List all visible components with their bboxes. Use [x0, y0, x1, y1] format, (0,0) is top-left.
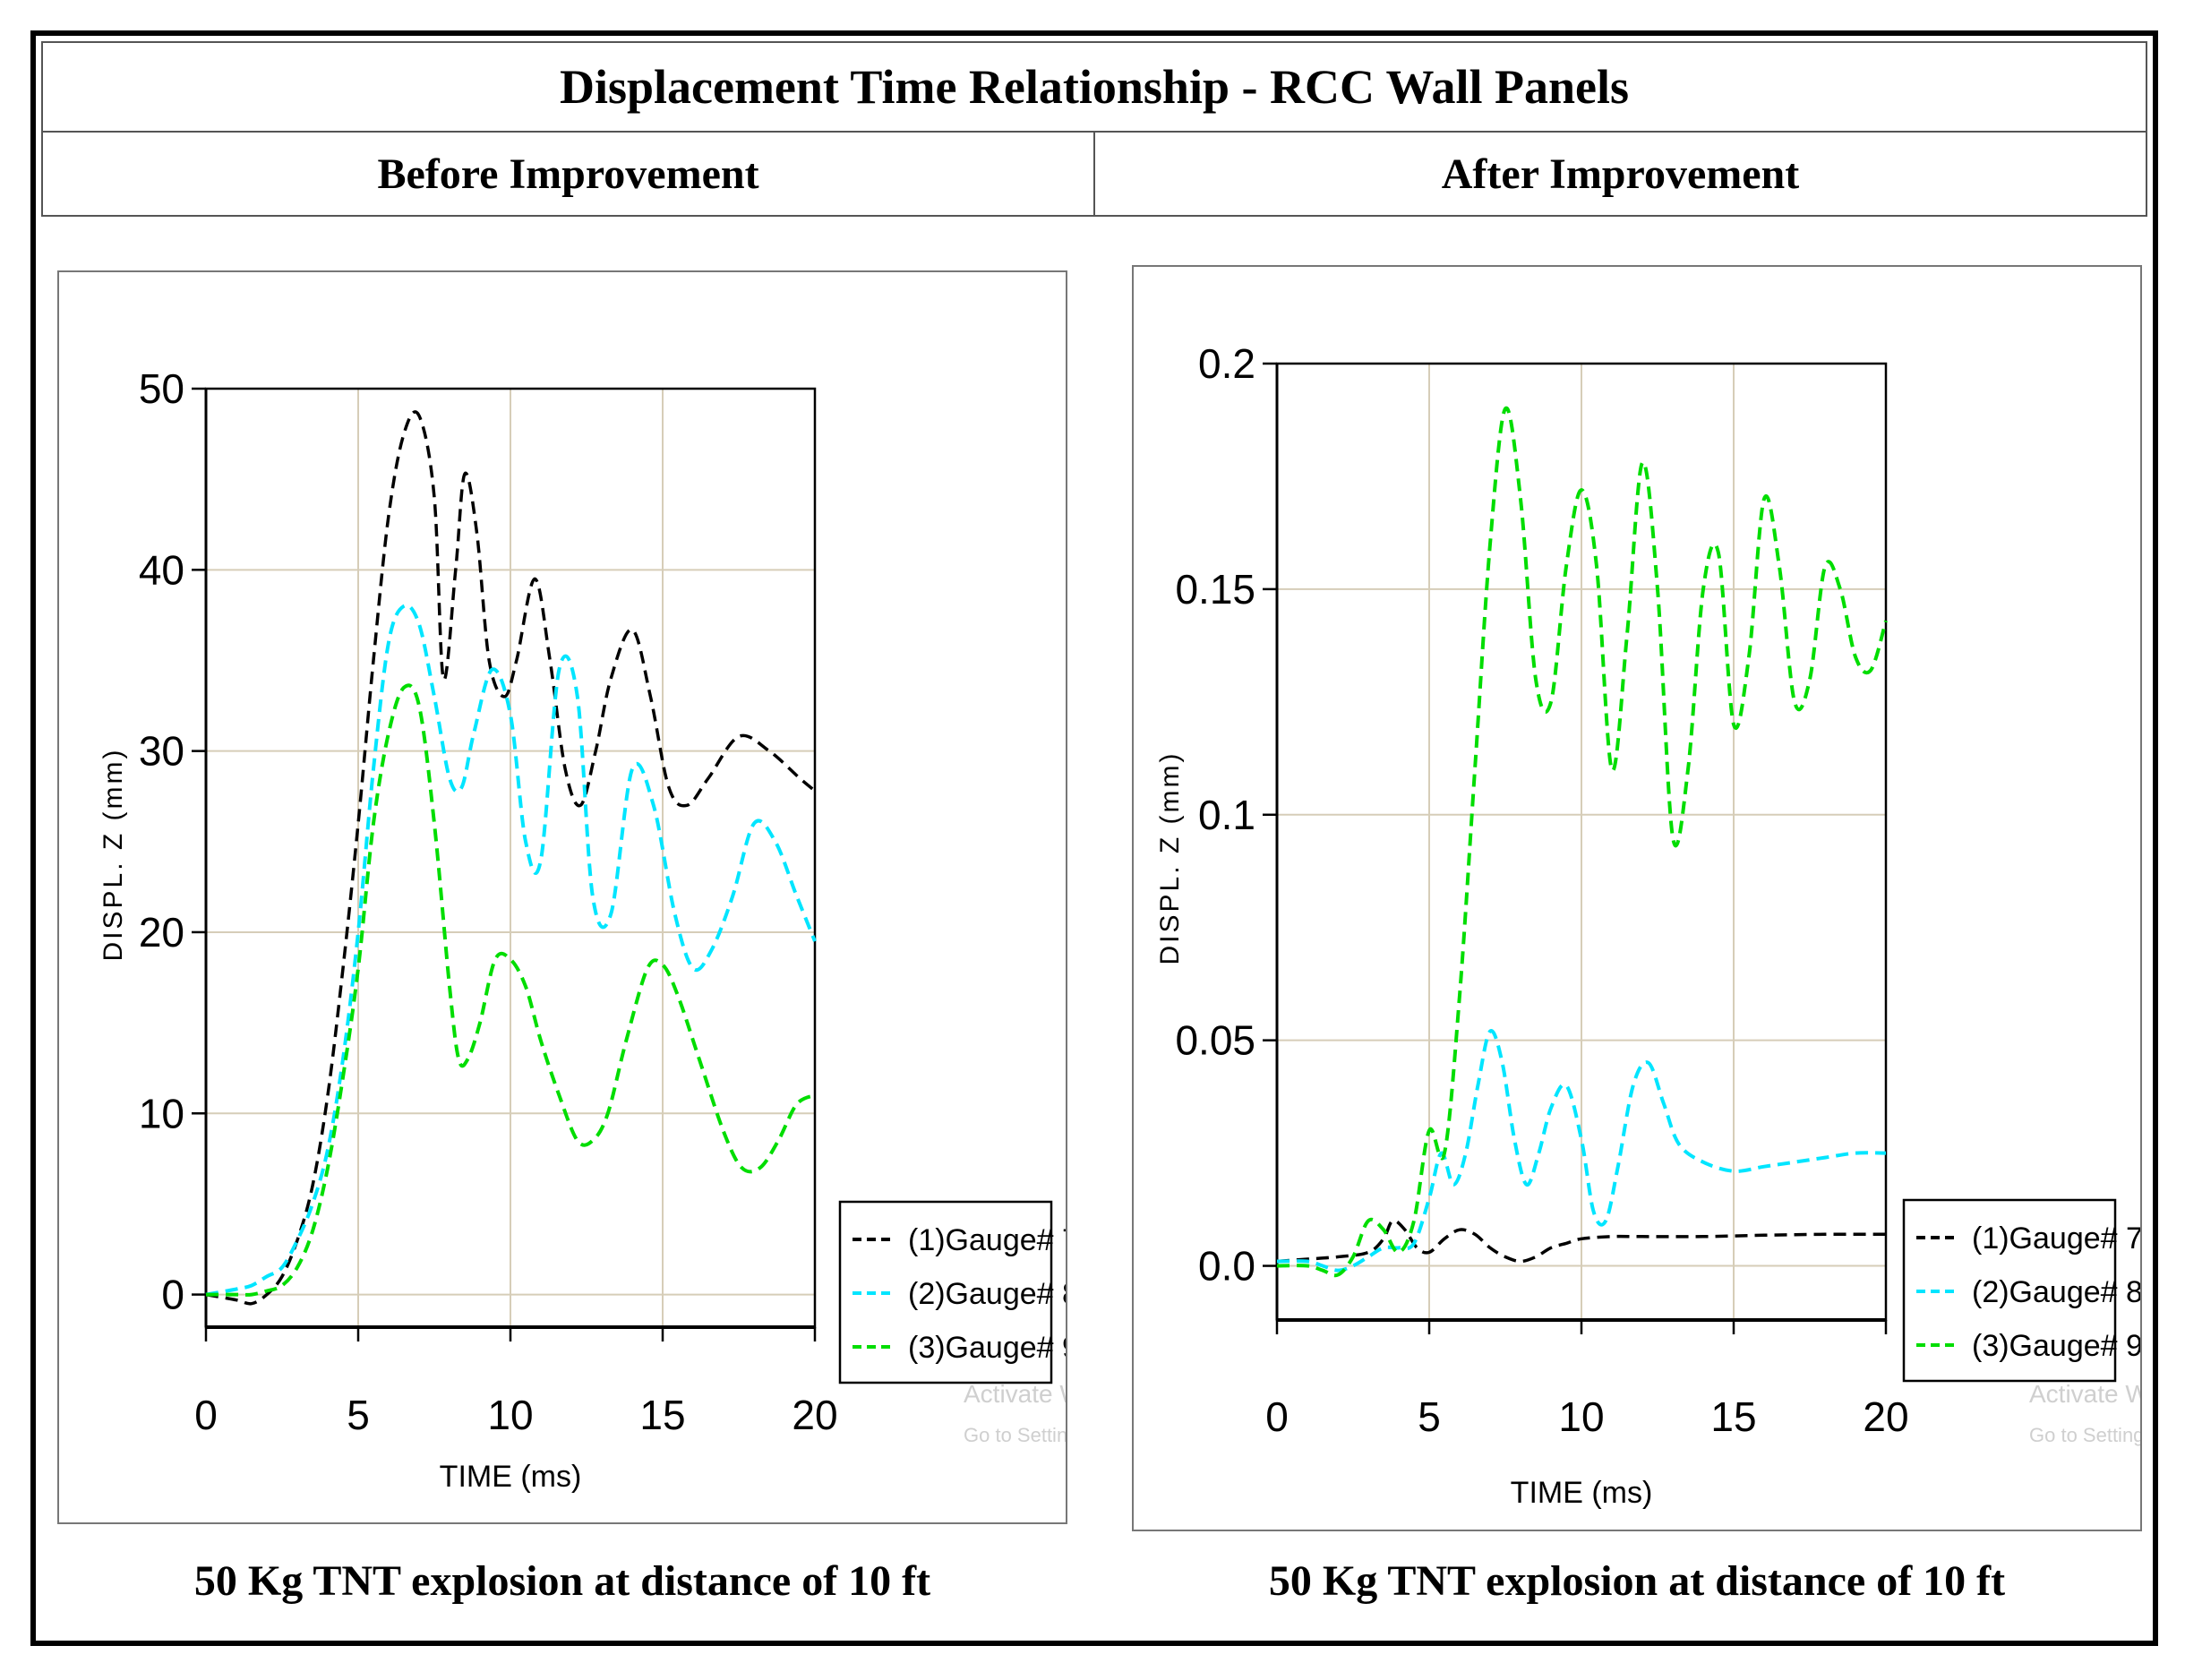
subtitle-row: Before Improvement After Improvement — [43, 133, 2146, 215]
y-tick-label: 40 — [139, 546, 184, 593]
legend-label: (3)Gauge# 9 — [908, 1331, 1066, 1365]
x-tick-label: 10 — [1558, 1393, 1604, 1440]
watermark-subtext: Go to Settings to — [964, 1424, 1066, 1446]
x-tick-label: 10 — [487, 1392, 533, 1438]
y-tick-label: 20 — [139, 909, 184, 956]
legend-label: (2)Gauge# 8 — [1972, 1275, 2140, 1309]
x-axis-label: TIME (ms) — [440, 1460, 582, 1494]
main-title: Displacement Time Relationship - RCC Wal… — [559, 60, 1630, 114]
before-caption: 50 Kg TNT explosion at distance of 10 ft — [193, 1557, 931, 1605]
header-table: Displacement Time Relationship - RCC Wal… — [41, 41, 2147, 217]
y-tick-label: 0.2 — [1198, 340, 1255, 387]
series-line--1-gauge-7 — [1276, 1219, 1887, 1264]
y-axis-label: DISPL. Z (mm) — [1155, 751, 1185, 965]
x-tick-label: 15 — [1710, 1393, 1756, 1440]
after-improvement-heading: After Improvement — [1441, 150, 1800, 198]
x-tick-label: 0 — [1265, 1393, 1289, 1440]
x-tick-label: 0 — [194, 1392, 218, 1438]
watermark-subtext: Go to Settings to — [2029, 1424, 2140, 1446]
y-tick-label: 0 — [161, 1272, 184, 1318]
watermark-text: Activate Win — [2029, 1380, 2140, 1408]
before-chart: 0 5 10 15 20 0 10 20 30 40 50 TIME (ms) DISPL. Z (mm… — [99, 365, 1110, 1494]
x-tick-label: 5 — [347, 1392, 370, 1438]
after-chart-panel: 0 5 10 15 20 0.0 0.05 0.1 0.15 0.2 TIME (ms) DISPL.… — [1132, 265, 2176, 1531]
x-tick-label: 5 — [1418, 1393, 1441, 1440]
y-tick-label: 50 — [139, 365, 184, 412]
y-tick-label: 0.15 — [1175, 566, 1255, 613]
y-tick-label: 0.0 — [1198, 1243, 1255, 1290]
x-tick-label: 15 — [639, 1392, 685, 1438]
legend-label: (3)Gauge# 9 — [1972, 1329, 2140, 1363]
before-chart-panel: 0 5 10 15 20 0 10 20 30 40 50 TIME (ms) DISPL. Z (mm… — [57, 270, 1110, 1524]
before-improvement-heading: Before Improvement — [43, 133, 1095, 215]
y-tick-label: 0.1 — [1198, 792, 1255, 838]
series-line--3-gauge-9 — [206, 683, 816, 1297]
series-line--2-gauge-8 — [205, 604, 817, 1297]
legend-label: (2)Gauge# 8 — [908, 1277, 1066, 1311]
legend-label: (1)Gauge# 7 — [1972, 1221, 2140, 1256]
watermark-text: Activate Win — [964, 1380, 1066, 1408]
title-row: Displacement Time Relationship - RCC Wal… — [43, 43, 2146, 133]
x-axis-label: TIME (ms) — [1511, 1476, 1653, 1510]
y-axis-label: DISPL. Z (mm) — [99, 748, 128, 962]
x-tick-label: 20 — [1863, 1393, 1908, 1440]
after-chart: 0 5 10 15 20 0.0 0.05 0.1 0.15 0.2 TIME (ms) DISPL.… — [1155, 340, 2176, 1510]
after-caption: 50 Kg TNT explosion at distance of 10 ft — [1268, 1557, 2006, 1605]
series-line--1-gauge-7 — [205, 410, 817, 1306]
y-tick-label: 0.05 — [1175, 1017, 1255, 1064]
y-tick-label: 30 — [139, 728, 184, 775]
legend-label: (1)Gauge# 7 — [908, 1223, 1066, 1257]
y-tick-label: 10 — [139, 1090, 184, 1136]
x-tick-label: 20 — [792, 1392, 837, 1438]
series-line--3-gauge-9 — [1276, 406, 1888, 1278]
figure-frame: Displacement Time Relationship - RCC Wal… — [30, 30, 2176, 1646]
series-line--2-gauge-8 — [1276, 1029, 1887, 1273]
